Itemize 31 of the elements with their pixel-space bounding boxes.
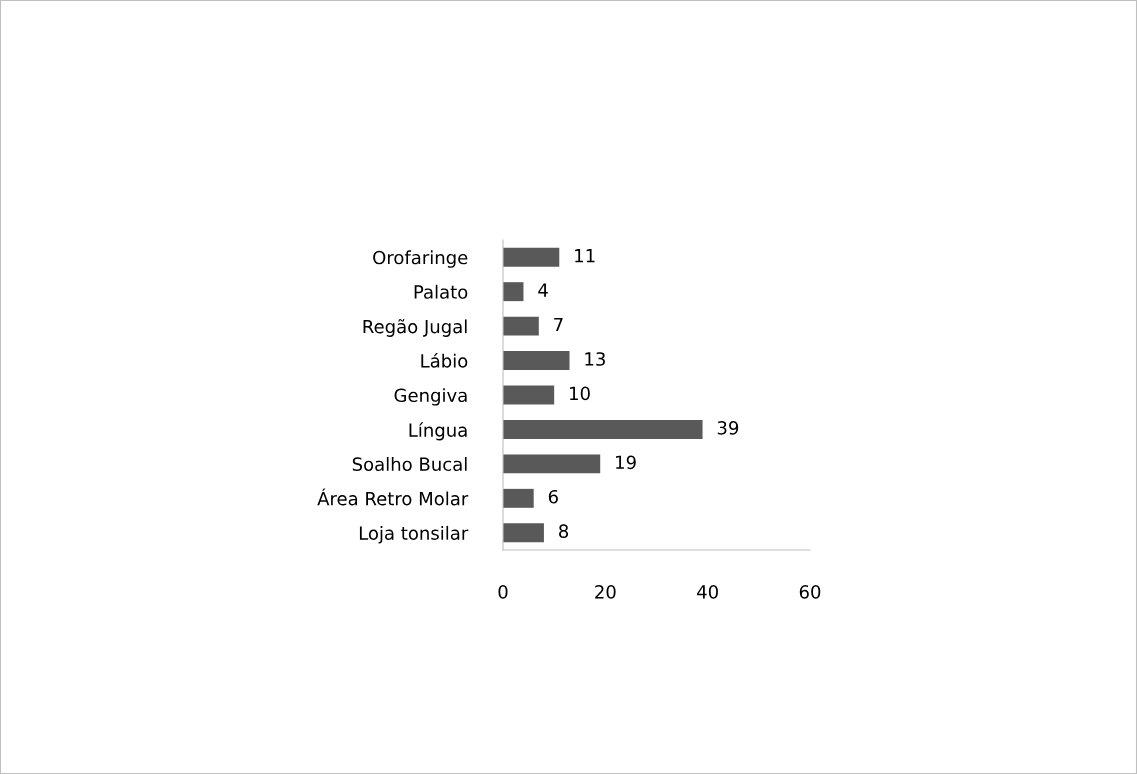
y-tick-label: Orofaringe <box>373 250 468 268</box>
x-tick-label: 0 <box>498 585 508 599</box>
bar <box>503 282 524 302</box>
bar <box>503 316 539 336</box>
x-tick-label: 40 <box>697 585 718 599</box>
bar <box>503 454 601 474</box>
y-tick-label: Loja tonsilar <box>359 525 469 544</box>
data-label: 7 <box>554 317 563 332</box>
y-tick-label: Regão Jugal <box>363 319 467 337</box>
data-label: 39 <box>717 421 739 435</box>
bar <box>503 488 534 508</box>
y-tick-label: Lábio <box>421 352 468 368</box>
bar <box>503 385 555 405</box>
x-tick-label: 60 <box>799 585 821 599</box>
data-label: 4 <box>538 283 548 297</box>
bar <box>503 523 544 543</box>
data-label: 8 <box>559 524 569 539</box>
bar <box>503 351 570 371</box>
data-label: 19 <box>616 455 636 470</box>
y-tick-label: Soalho Bucal <box>352 457 467 472</box>
y-tick-label: Área Retro Molar <box>317 488 469 506</box>
bar <box>503 419 703 439</box>
data-label: 13 <box>585 352 605 366</box>
y-tick-label: Gengiva <box>394 388 467 406</box>
data-label: 6 <box>548 489 558 504</box>
data-label: 10 <box>570 386 590 401</box>
x-tick-label: 20 <box>595 585 616 599</box>
bar <box>503 247 560 267</box>
y-tick-label: Palato <box>414 284 468 299</box>
data-label: 11 <box>575 249 595 263</box>
y-tick-label: Língua <box>409 422 467 441</box>
